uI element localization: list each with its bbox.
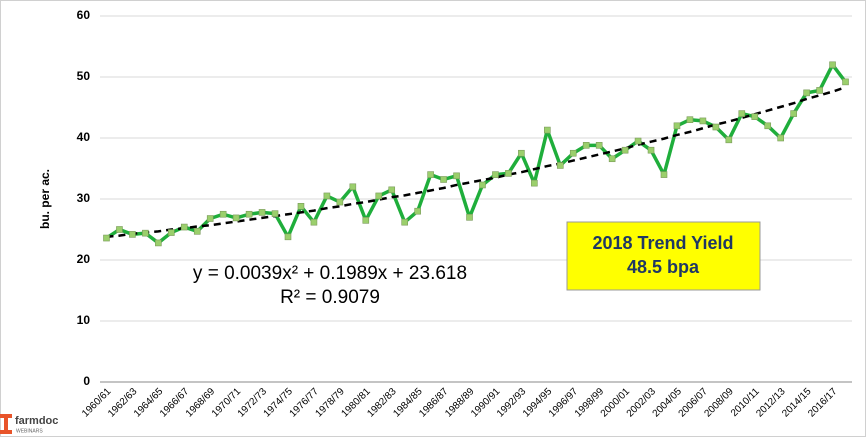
marker <box>440 176 447 183</box>
marker <box>595 142 603 149</box>
marker <box>751 113 759 120</box>
marker <box>764 122 772 130</box>
marker <box>388 186 396 194</box>
marker <box>660 171 668 178</box>
marker <box>297 203 305 210</box>
r-squared: R² = 0.9079 <box>280 287 380 308</box>
logo-icon <box>0 414 12 418</box>
marker <box>790 110 797 117</box>
marker <box>129 231 136 238</box>
y-tick-label: 20 <box>77 252 91 266</box>
marker <box>816 87 823 94</box>
marker <box>206 215 214 222</box>
logo-icon <box>4 414 8 434</box>
marker <box>362 217 370 224</box>
marker <box>323 192 331 200</box>
callout-line1: 2018 Trend Yield <box>592 233 733 253</box>
marker <box>466 214 473 221</box>
marker <box>284 233 292 241</box>
marker <box>556 162 564 169</box>
marker <box>829 61 836 69</box>
marker <box>634 137 642 145</box>
marker <box>518 149 525 157</box>
marker <box>803 89 810 97</box>
marker <box>842 78 849 86</box>
marker <box>621 146 629 154</box>
marker <box>271 210 279 217</box>
y-tick-label: 50 <box>77 69 91 83</box>
marker <box>569 149 577 157</box>
marker <box>401 218 408 226</box>
marker <box>193 228 201 235</box>
equation: y = 0.0039x² + 0.1989x + 23.618 <box>193 263 467 284</box>
logo-subtext: WEBINARS <box>16 428 43 434</box>
marker <box>479 181 486 189</box>
callout-box <box>566 221 761 291</box>
marker <box>699 117 707 125</box>
marker <box>375 192 383 200</box>
marker <box>492 171 499 178</box>
y-axis-label: bu. per ac. <box>38 169 52 229</box>
marker <box>142 229 149 237</box>
marker <box>725 136 733 144</box>
y-tick-label: 40 <box>77 130 91 144</box>
marker <box>258 209 266 216</box>
marker <box>544 126 551 134</box>
marker <box>582 142 590 149</box>
marker <box>155 239 162 247</box>
y-tick-label: 0 <box>83 374 90 388</box>
marker <box>168 229 175 236</box>
marker <box>245 210 253 218</box>
marker <box>712 123 720 131</box>
marker <box>738 110 746 117</box>
marker <box>310 218 318 226</box>
marker <box>219 210 227 218</box>
marker <box>232 214 240 222</box>
marker <box>505 170 512 177</box>
marker <box>673 122 681 130</box>
marker <box>427 171 434 178</box>
marker <box>414 207 421 215</box>
marker <box>453 172 460 180</box>
trend-line <box>106 86 846 239</box>
y-tick-label: 30 <box>77 191 91 205</box>
logo: farmdoc WEBINARS <box>0 414 58 434</box>
logo-icon <box>0 430 12 434</box>
marker <box>336 198 344 206</box>
marker <box>608 155 616 163</box>
marker <box>349 183 357 191</box>
marker <box>777 134 784 142</box>
series-line <box>105 63 847 245</box>
marker <box>686 116 694 123</box>
marker <box>103 234 110 242</box>
marker <box>180 223 188 231</box>
marker <box>647 146 655 154</box>
y-tick-label: 60 <box>77 8 91 22</box>
logo-text: farmdoc <box>15 415 58 427</box>
callout-line2: 48.5 bpa <box>627 257 700 277</box>
marker <box>531 179 538 187</box>
y-tick-label: 10 <box>77 313 91 327</box>
marker <box>116 226 123 233</box>
